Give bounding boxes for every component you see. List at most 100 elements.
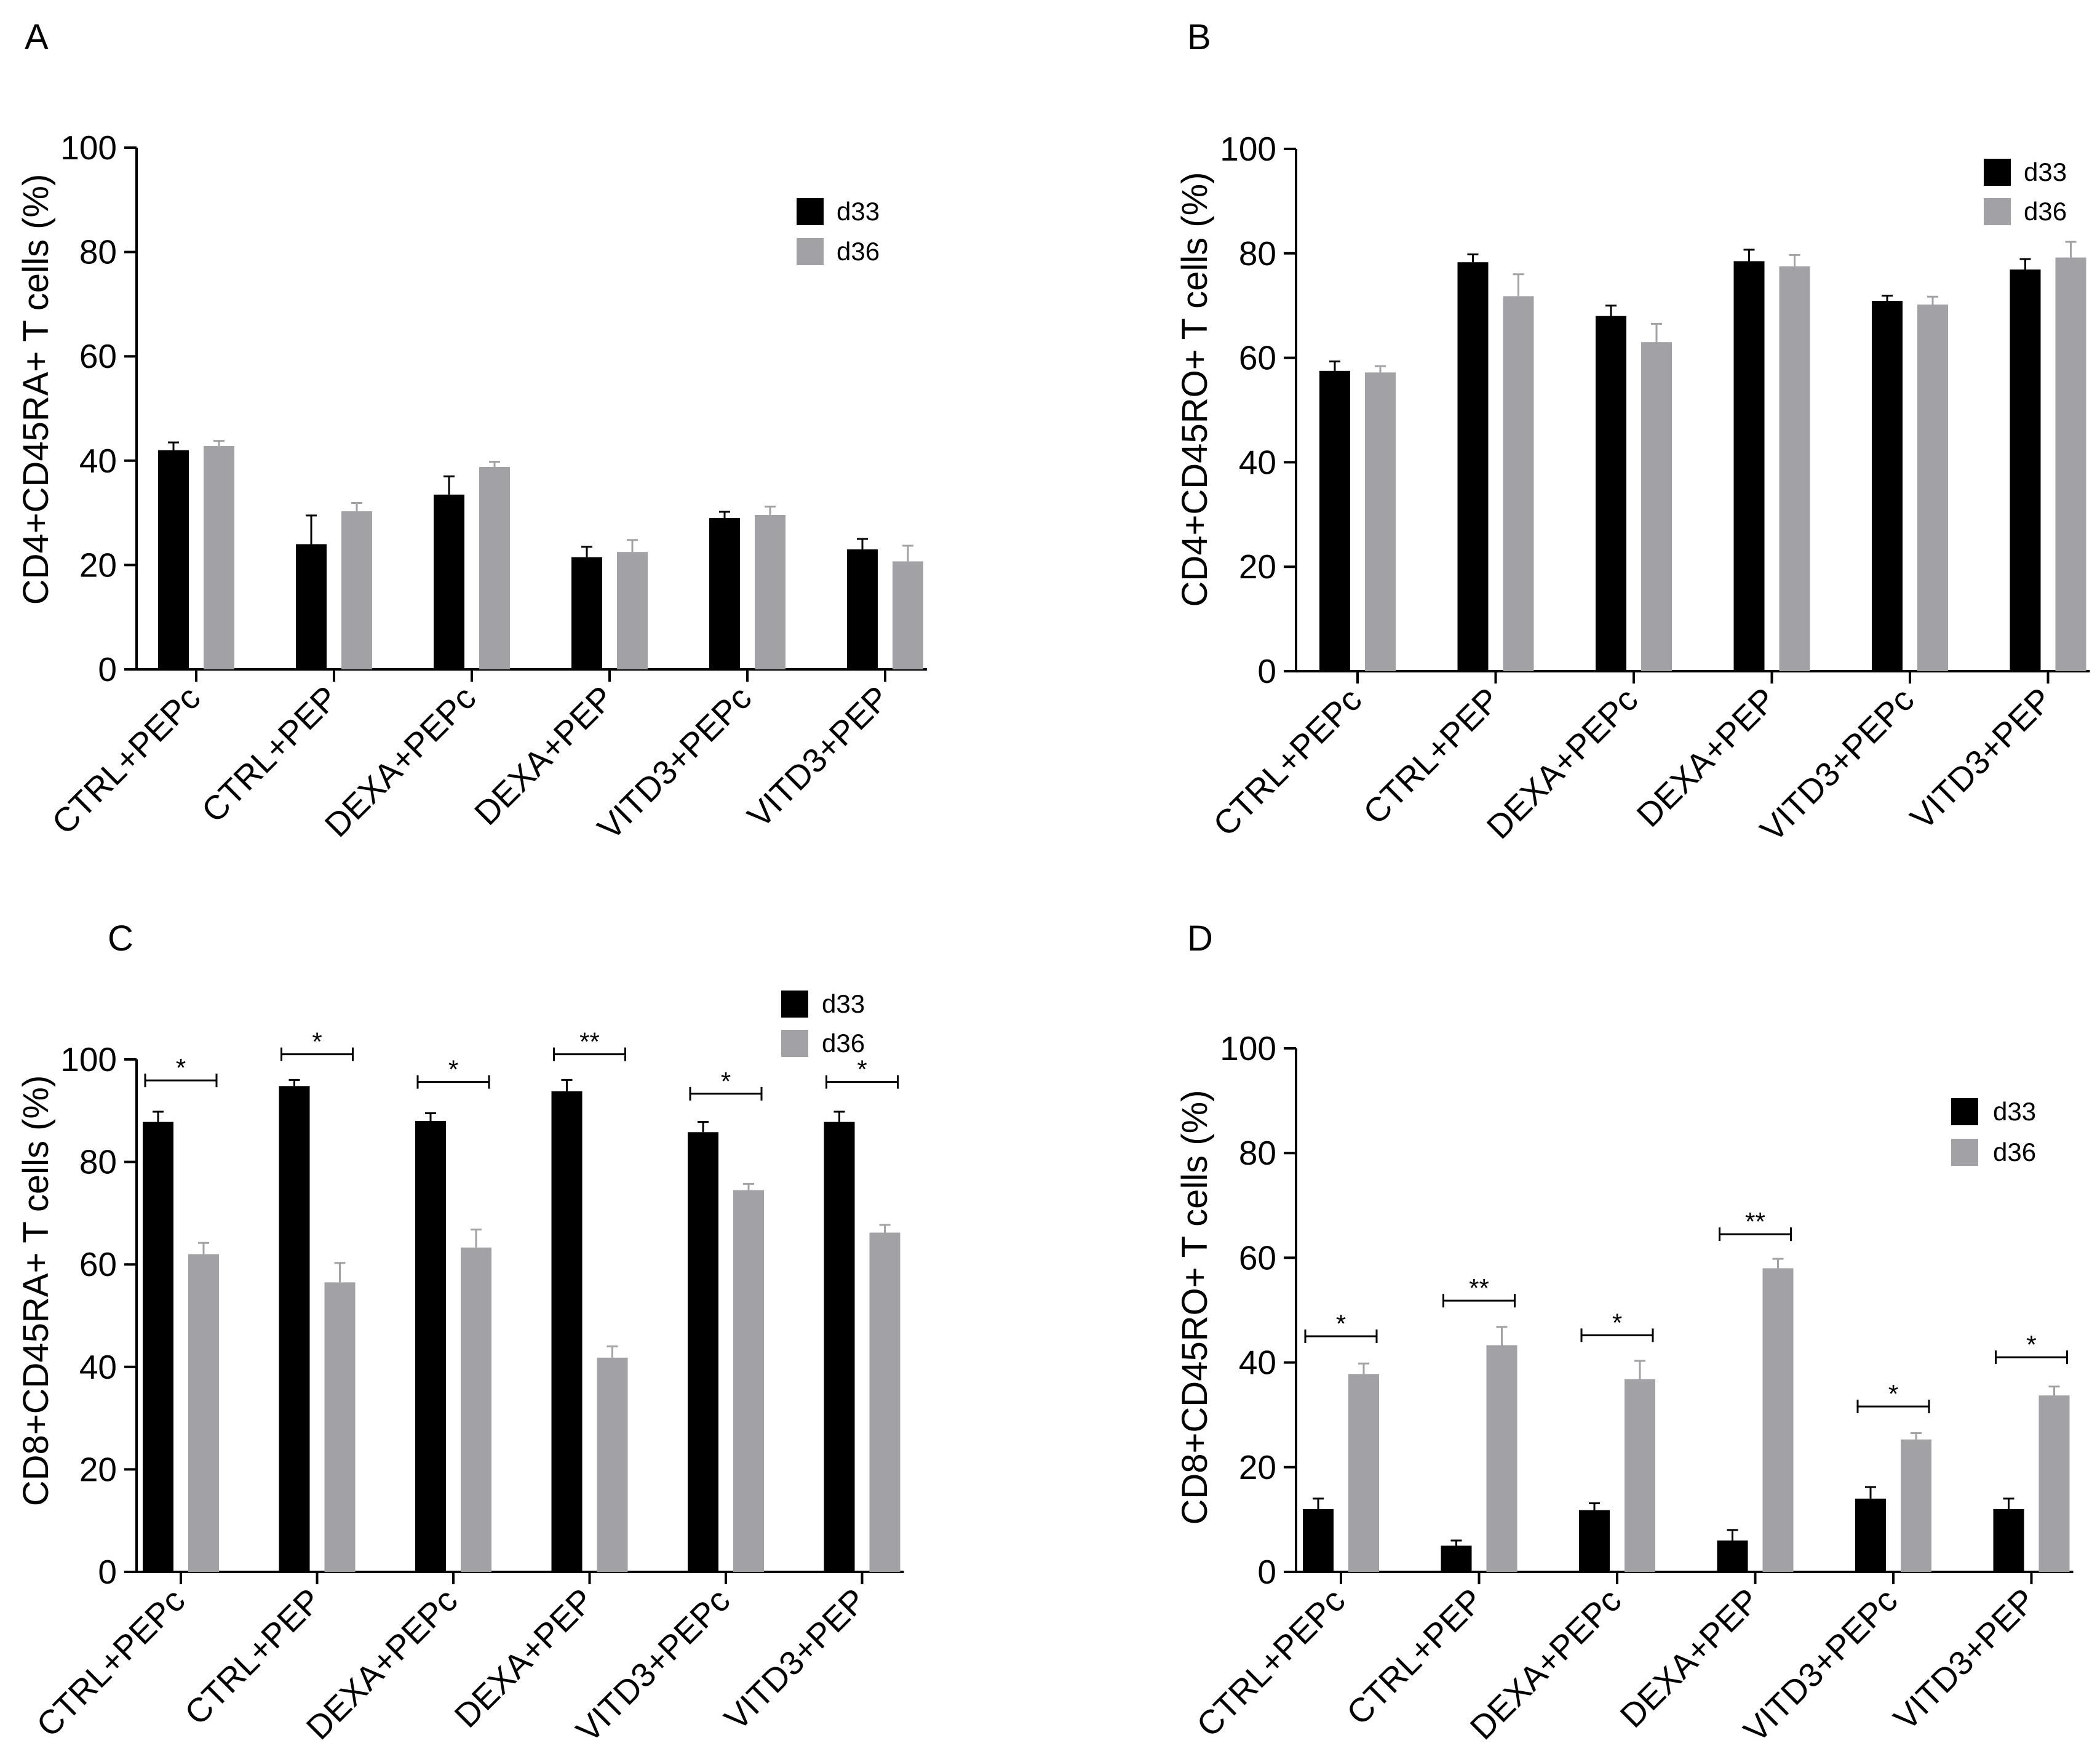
- panel-c-letter: C: [108, 919, 133, 959]
- y-tick-label: 80: [1239, 1134, 1276, 1172]
- y-tick-label: 80: [79, 233, 117, 271]
- y-tick-label: 60: [79, 337, 117, 375]
- legend-swatch-d36: [1984, 198, 2011, 225]
- panel-a-legend: d33 d36: [797, 197, 880, 266]
- y-tick-label: 0: [98, 1553, 117, 1591]
- panel-c-legend: d33 d36: [781, 989, 865, 1058]
- significance-label: **: [1745, 1207, 1765, 1236]
- bar-d33: [1579, 1510, 1610, 1572]
- significance-label: **: [1469, 1274, 1489, 1302]
- y-tick-label: 0: [98, 650, 117, 688]
- category-label: DEXA+PEP: [467, 679, 621, 832]
- y-tick-label: 20: [1239, 548, 1276, 586]
- bar-d33: [709, 518, 740, 669]
- significance-label: *: [448, 1055, 458, 1084]
- category-label: VITD3+PEP: [1886, 1581, 2043, 1738]
- category-label: CTRL+PEPc: [1206, 680, 1369, 843]
- legend-label-d36: d36: [1993, 1138, 2036, 1166]
- y-tick-label: 80: [79, 1143, 117, 1181]
- y-tick-label: 60: [1239, 339, 1276, 377]
- bar-d36: [597, 1357, 628, 1572]
- bar-d36: [324, 1282, 356, 1572]
- significance-label: *: [176, 1053, 186, 1082]
- bar-d36: [1917, 305, 1948, 671]
- bar-d36: [869, 1232, 901, 1572]
- bar-d36: [479, 466, 510, 669]
- panel-d: D CD8+CD45RO+ T cells (%) d33 d36 0 20 40 6…: [1175, 919, 2074, 1750]
- significance-label: *: [721, 1067, 731, 1096]
- bar-d33: [1319, 370, 1350, 671]
- y-tick-label: 0: [1257, 652, 1276, 690]
- significance-label: *: [2026, 1330, 2036, 1359]
- category-label: CTRL+PEP: [177, 1581, 328, 1732]
- panel-d-ylabel: CD8+CD45RO+ T cells (%): [1175, 1090, 1215, 1525]
- category-label: CTRL+PEP: [1356, 680, 1507, 832]
- legend-label-d33: d33: [1993, 1097, 2036, 1126]
- bar-d36: [733, 1190, 764, 1572]
- bar-d36: [755, 514, 786, 669]
- y-tick-label: 20: [1239, 1448, 1276, 1486]
- category-label: VITD3+PEP: [1903, 680, 2059, 837]
- category-label: DEXA+PEP: [447, 1581, 601, 1735]
- bar-d33: [571, 557, 602, 669]
- bar-d33: [296, 544, 327, 669]
- y-tick-label: 60: [1239, 1238, 1276, 1277]
- bar-d36: [1348, 1374, 1379, 1572]
- bar-d36: [341, 511, 372, 669]
- bar-d33: [1596, 316, 1626, 671]
- y-tick-label: 100: [60, 1040, 117, 1078]
- bar-d36: [188, 1254, 219, 1572]
- legend-swatch-d36: [781, 1030, 808, 1057]
- panel-c-ylabel: CD8+CD45RA+ T cells (%): [16, 1075, 56, 1507]
- category-label: CTRL+PEP: [1339, 1581, 1490, 1732]
- bar-d36: [1641, 342, 1672, 671]
- significance-label: *: [1612, 1308, 1622, 1337]
- bar-d36: [1625, 1379, 1655, 1572]
- bar-d33: [551, 1091, 583, 1572]
- bar-d33: [1855, 1498, 1886, 1572]
- legend-label-d33: d33: [2024, 157, 2067, 186]
- category-label: CTRL+PEPc: [1189, 1581, 1352, 1744]
- bar-d36: [1503, 296, 1534, 672]
- bar-d36: [2055, 257, 2086, 671]
- bar-d33: [415, 1120, 446, 1572]
- y-tick-label: 100: [60, 129, 117, 167]
- legend-label-d36: d36: [837, 237, 880, 266]
- category-label: DEXA+PEP: [1629, 680, 1783, 834]
- legend-swatch-d33: [1984, 159, 2011, 186]
- legend-swatch-d33: [1951, 1098, 1978, 1125]
- bar-d36: [461, 1247, 491, 1572]
- bar-d33: [279, 1086, 310, 1572]
- y-tick-label: 60: [79, 1245, 117, 1283]
- category-label: VITD3+PEP: [740, 679, 897, 835]
- y-tick-label: 100: [1220, 130, 1276, 168]
- y-tick-label: 40: [1239, 443, 1276, 481]
- bar-d33: [1457, 262, 1489, 671]
- category-label: DEXA+PEP: [1613, 1581, 1767, 1735]
- legend-label-d36: d36: [822, 1029, 865, 1058]
- y-tick-label: 20: [79, 546, 117, 584]
- bar-d33: [143, 1122, 173, 1572]
- significance-label: *: [857, 1055, 867, 1084]
- bar-d36: [1486, 1345, 1517, 1572]
- bar-d36: [1901, 1439, 1931, 1572]
- significance-label: *: [1336, 1309, 1346, 1338]
- significance-label: **: [579, 1027, 600, 1056]
- category-label: CTRL+PEP: [194, 679, 346, 830]
- y-tick-label: 20: [79, 1450, 117, 1488]
- panel-b-letter: B: [1187, 17, 1211, 57]
- bar-d33: [2010, 269, 2041, 671]
- legend-swatch-d36: [797, 238, 824, 265]
- bar-d33: [1872, 301, 1903, 672]
- bar-d33: [824, 1122, 855, 1572]
- bar-d33: [434, 494, 464, 669]
- panel-b-ylabel: CD4+CD45RO+ T cells (%): [1175, 172, 1215, 607]
- category-label: CTRL+PEPc: [29, 1581, 192, 1744]
- bar-d33: [1441, 1545, 1472, 1572]
- bar-d33: [1303, 1509, 1334, 1572]
- y-tick-label: 40: [79, 1348, 117, 1386]
- category-label: VITD3+PEP: [717, 1581, 873, 1738]
- significance-label: *: [1888, 1379, 1898, 1408]
- panel-a-ylabel: CD4+CD45RA+ T cells (%): [16, 174, 56, 605]
